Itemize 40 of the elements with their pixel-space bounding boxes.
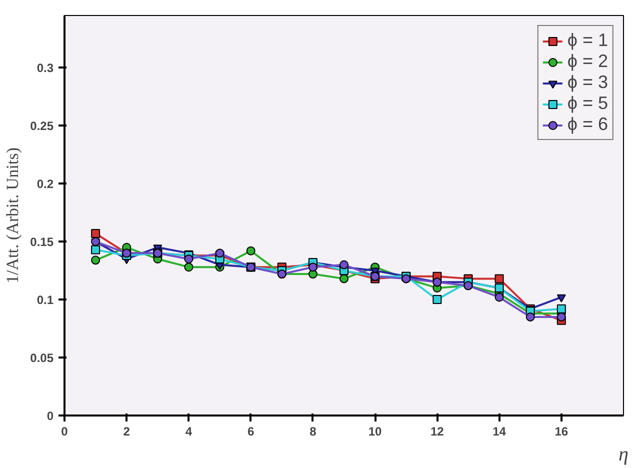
legend-label: ϕ = 1 [567,30,608,51]
x-tick-label: 8 [310,424,317,438]
point [184,262,194,272]
y-tick-label: 0.25 [30,119,54,134]
point [340,260,348,270]
point [556,294,566,302]
y-tick-label: 0 [46,409,54,423]
point [556,304,566,314]
point [340,274,348,284]
y-tick-label: 0.05 [30,351,54,366]
point [91,228,100,238]
x-tick-label: 4 [185,424,192,438]
legend-label: ϕ = 6 [567,114,608,135]
point [526,312,535,322]
point [494,292,504,302]
legend-label: ϕ = 5 [567,93,608,114]
point [246,246,256,256]
point [184,254,194,264]
point [494,274,504,284]
point [308,262,318,272]
x-tick-label: 6 [247,424,254,438]
point [215,248,224,258]
point [556,312,566,322]
x-tick-label: 10 [368,424,382,438]
y-tick-label: 0.1 [36,293,54,308]
x-tick-label: 12 [430,424,444,438]
x-tick-label: 14 [492,424,506,438]
point [91,245,100,254]
point [432,295,442,304]
y-tick-label: 0.2 [36,177,54,192]
y-tick-label: 0.15 [30,235,54,250]
x-tick-label: 0 [61,424,68,438]
y-tick-label: 0.3 [36,61,54,76]
x-tick-label: 16 [554,424,568,438]
x-axis-title: η [618,444,629,466]
point [91,256,100,265]
y-axis-title: 1/Att. (Arbit. Units) [3,147,22,284]
x-tick-label: 2 [123,424,130,438]
legend-label: ϕ = 2 [567,51,608,72]
legend-label: ϕ = 3 [567,72,608,93]
